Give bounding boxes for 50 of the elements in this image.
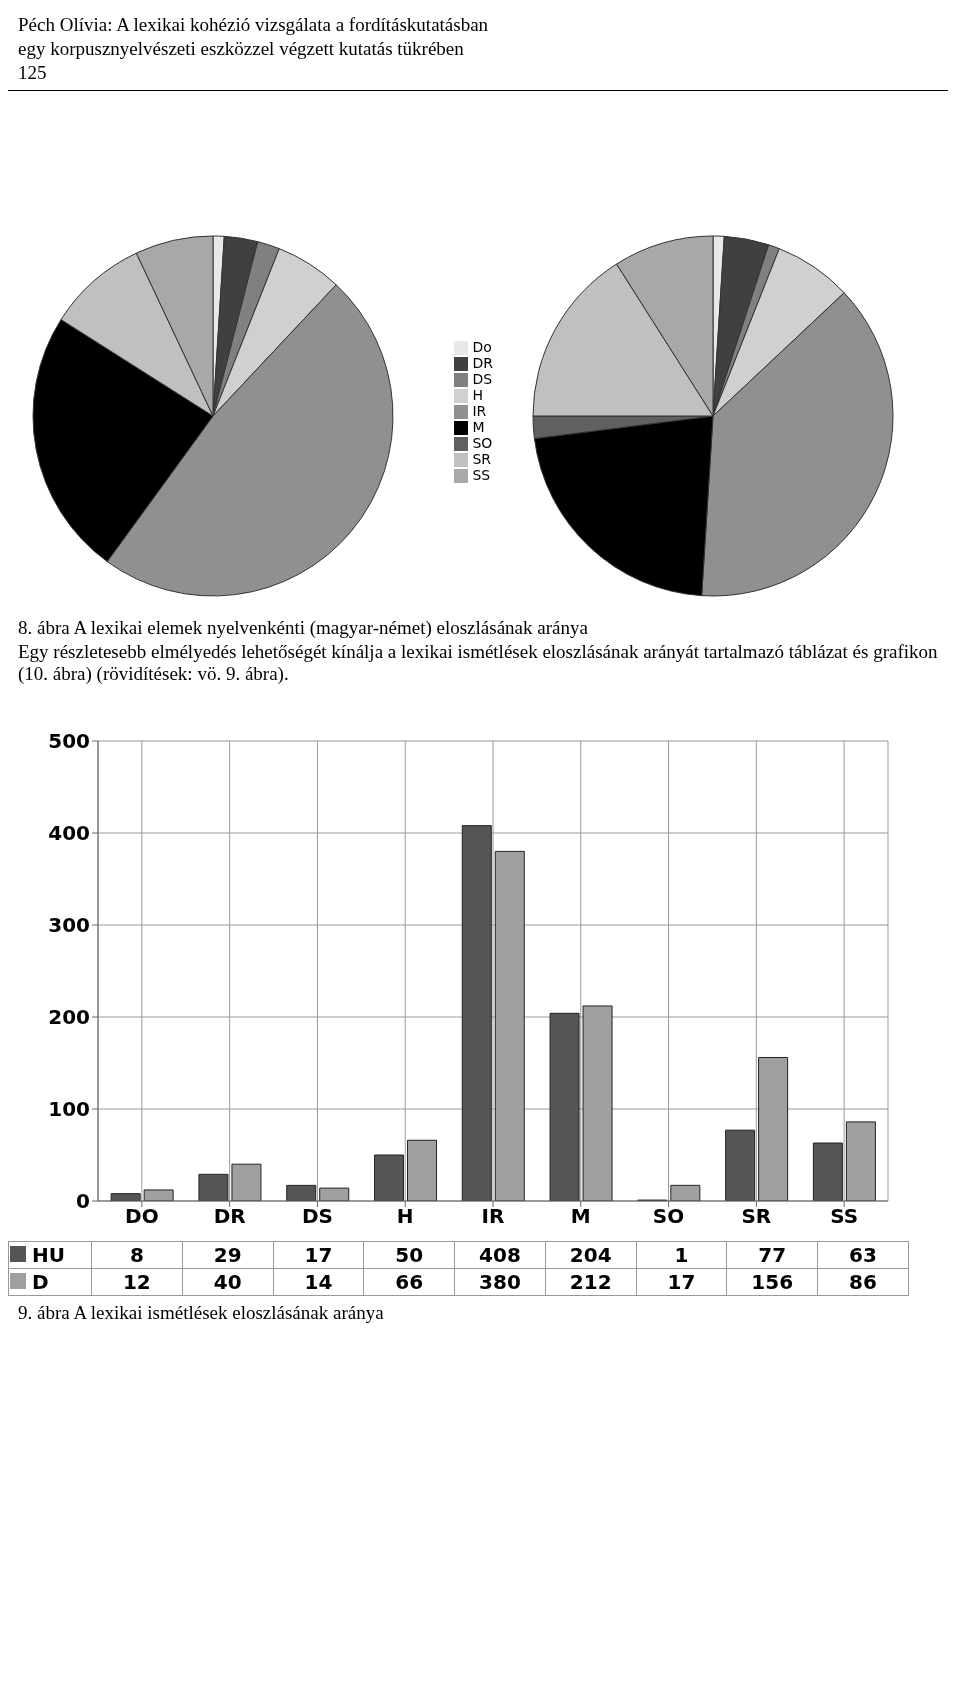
data-label: 40 bbox=[182, 1268, 274, 1296]
text: 125 bbox=[18, 62, 48, 84]
text: Egy részletesebb elmélyedés lehetőségét kínálja a lexikai ismétlések eloszlásának arányát tartalmazó táblázat és grafikon (10. ábra) (rövidítések: vö. 9. ábra). bbox=[18, 641, 938, 685]
x-tick-label: DO bbox=[125, 1204, 159, 1229]
x-tick-label: DR bbox=[213, 1204, 246, 1229]
data-label: 63 bbox=[817, 1241, 909, 1269]
x-tick-label: H bbox=[396, 1204, 414, 1229]
legend-label: D bbox=[8, 1268, 92, 1296]
data-label: 14 bbox=[273, 1268, 364, 1296]
data-label: 408 bbox=[454, 1241, 546, 1269]
text: 8. ábra A lexikai elemek nyelvenkénti (magyar-német) eloszlásának aránya bbox=[18, 617, 589, 639]
x-tick-label: SR bbox=[741, 1204, 772, 1229]
y-tick-label: 100 bbox=[48, 1097, 90, 1122]
y-tick-label: 0 bbox=[76, 1189, 90, 1214]
text: 9. ábra A lexikai ismétlések eloszlásának aránya bbox=[18, 1302, 385, 1324]
legend-label: SS bbox=[472, 467, 491, 483]
legend-label: M bbox=[472, 419, 485, 435]
legend-label: DS bbox=[472, 371, 493, 387]
legend-label: H bbox=[472, 387, 484, 403]
legend-label: SR bbox=[472, 451, 492, 467]
data-label: 212 bbox=[545, 1268, 637, 1296]
data-label: 12 bbox=[91, 1268, 183, 1296]
x-tick-label: DS bbox=[301, 1204, 333, 1229]
y-tick-label: 400 bbox=[48, 821, 90, 846]
legend-label: IR bbox=[472, 403, 487, 419]
y-tick-label: 300 bbox=[48, 913, 90, 938]
data-label: 17 bbox=[273, 1241, 364, 1269]
data-label: 86 bbox=[817, 1268, 909, 1296]
legend-label: HU bbox=[8, 1241, 92, 1269]
data-label: 1 bbox=[636, 1241, 727, 1269]
x-tick-label: M bbox=[570, 1204, 591, 1229]
text: Péch Olívia: A lexikai kohézió vizsgálata a fordításkutatásban bbox=[18, 14, 490, 36]
x-tick-label: IR bbox=[481, 1204, 505, 1229]
data-label: 380 bbox=[454, 1268, 546, 1296]
data-label: 156 bbox=[726, 1268, 818, 1296]
text: egy korpusznyelvészeti eszközzel végzett kutatás tükrében bbox=[18, 38, 465, 60]
data-label: 77 bbox=[726, 1241, 818, 1269]
legend-label: SO bbox=[472, 435, 493, 451]
y-tick-label: 200 bbox=[48, 1005, 90, 1030]
y-tick-label: 500 bbox=[48, 729, 90, 754]
data-label: 66 bbox=[363, 1268, 455, 1296]
data-label: 17 bbox=[636, 1268, 727, 1296]
data-label: 204 bbox=[545, 1241, 637, 1269]
x-tick-label: SO bbox=[652, 1204, 685, 1229]
x-tick-label: SS bbox=[830, 1204, 859, 1229]
legend-label: DR bbox=[472, 355, 493, 371]
data-label: 50 bbox=[363, 1241, 455, 1269]
data-label: 8 bbox=[91, 1241, 183, 1269]
data-label: 29 bbox=[182, 1241, 274, 1269]
legend-label: Do bbox=[472, 339, 492, 355]
